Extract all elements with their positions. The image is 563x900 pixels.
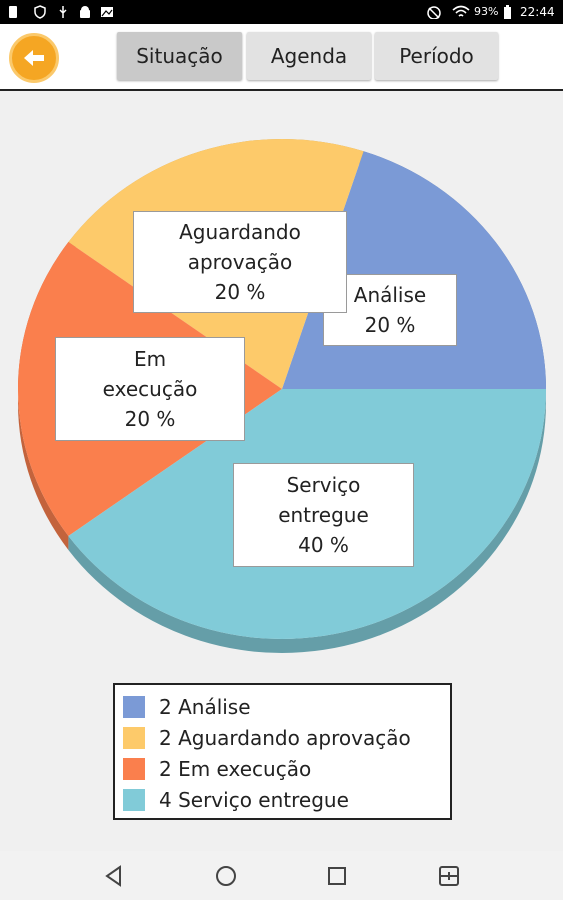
clock: 22:44 xyxy=(520,5,555,19)
data-label-line: entregue xyxy=(278,503,369,527)
legend-label: 4 Serviço entregue xyxy=(159,787,349,812)
status-bar: 93% 22:44 xyxy=(0,0,563,24)
image-icon xyxy=(101,7,113,17)
legend-item: 2 Em execução xyxy=(123,753,450,784)
legend-item: 2 Análise xyxy=(123,691,450,722)
data-label-4: Serviço entregue 40 % xyxy=(233,463,414,567)
navigation-bar xyxy=(0,851,563,900)
tab-periodo[interactable]: Período xyxy=(375,32,498,80)
legend-label: 2 Análise xyxy=(159,694,251,719)
legend-swatch xyxy=(123,757,145,780)
split-screen-icon[interactable] xyxy=(436,863,462,889)
data-label-2: Aguardando aprovação 20 % xyxy=(133,211,347,313)
sim-icon xyxy=(9,6,17,18)
legend-swatch xyxy=(123,726,145,749)
mute-icon xyxy=(427,6,441,19)
android-icon xyxy=(80,6,90,18)
data-label-line: Aguardando xyxy=(179,220,301,244)
battery-icon xyxy=(504,5,511,19)
home-circle-icon[interactable] xyxy=(213,863,239,889)
data-label-line: 20 % xyxy=(124,407,176,431)
usb-icon xyxy=(59,6,67,18)
data-label-line: Análise xyxy=(353,283,427,307)
data-label-line: Em xyxy=(133,347,167,371)
tab-situacao[interactable]: Situação xyxy=(117,32,242,80)
chart-area: Análise 20 % Aguardando aprovação 20 % Em exec… xyxy=(0,91,563,851)
legend-label: 2 Em execução xyxy=(159,756,312,781)
data-label-line: aprovação xyxy=(187,250,293,274)
back-button[interactable] xyxy=(9,33,59,83)
legend-swatch xyxy=(123,695,145,718)
data-label-3: Em execução 20 % xyxy=(55,337,245,441)
chart-legend: 2 Análise 2 Aguardando aprovação 2 Em exec… xyxy=(113,683,452,820)
arrow-left-icon xyxy=(24,50,44,66)
toolbar-divider xyxy=(0,89,563,91)
data-label-line: 40 % xyxy=(298,533,349,557)
battery-percent: 93% xyxy=(474,5,499,18)
shield-icon xyxy=(34,5,46,19)
back-triangle-icon[interactable] xyxy=(101,863,127,889)
recents-square-icon[interactable] xyxy=(324,863,350,889)
data-label-line: 20 % xyxy=(214,280,266,304)
wifi-icon xyxy=(452,5,470,17)
legend-swatch xyxy=(123,788,145,811)
data-label-line: 20 % xyxy=(364,313,416,337)
tab-agenda[interactable]: Agenda xyxy=(247,32,371,80)
legend-item: 2 Aguardando aprovação xyxy=(123,722,450,753)
data-label-line: Serviço xyxy=(286,473,361,497)
legend-label: 2 Aguardando aprovação xyxy=(159,725,411,750)
legend-item: 4 Serviço entregue xyxy=(123,784,450,815)
data-label-line: execução xyxy=(102,377,198,401)
